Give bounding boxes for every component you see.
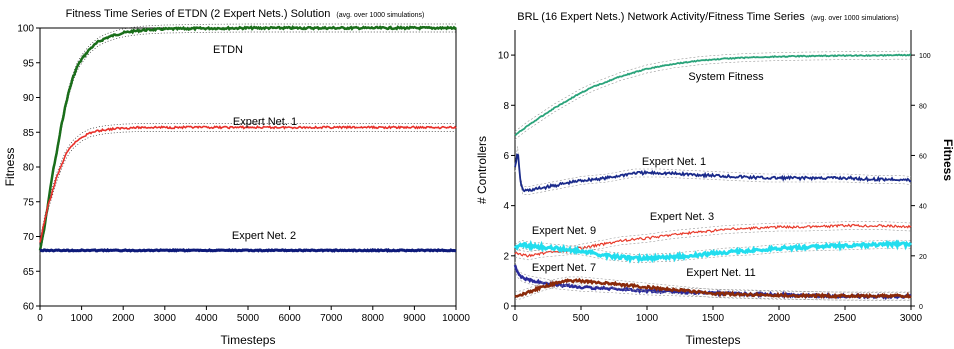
left-y-tick-label: 80 xyxy=(23,163,35,174)
left-x-tick-label: 5000 xyxy=(237,313,260,324)
right-label-expert-net-11: Expert Net. 11 xyxy=(686,267,756,279)
left-y-tick-label: 65 xyxy=(23,267,35,278)
right-y2-tick-label: 0 xyxy=(919,304,923,311)
left-x-axis-label: Timesteps xyxy=(221,333,276,347)
right-label-expert-net-9: Expert Net. 9 xyxy=(532,225,596,237)
right-x-tick-label: 3000 xyxy=(900,313,923,324)
right-y2-tick-label: 40 xyxy=(919,204,927,211)
left-y-tick-label: 70 xyxy=(23,232,35,243)
left-x-tick-label: 3000 xyxy=(154,313,177,324)
right-y2-tick-label: 20 xyxy=(919,254,927,261)
right-series-group xyxy=(513,50,913,301)
right-label-system-fitness: System Fitness xyxy=(688,71,764,83)
left-series-upper-bound xyxy=(39,23,456,247)
right-y-tick-label: 4 xyxy=(503,201,509,212)
left-label-expert-net-2: Expert Net. 2 xyxy=(232,230,296,242)
left-series-upper-bound xyxy=(39,123,456,240)
left-axis-ticks: 0 1000 2000 3000 4000 5000 6000 7000 8000 9000 100… xyxy=(17,24,470,325)
right-y-tick-label: 8 xyxy=(503,101,509,112)
right-label-expert-net-7: Expert Net. 7 xyxy=(532,262,596,274)
right-x-tick-label: 2500 xyxy=(834,313,857,324)
right-label-expert-net-1: Expert Net. 1 xyxy=(642,156,706,168)
right-chart-title-note: (avg. over 1000 simulations) xyxy=(811,15,899,22)
right-y2-tick-label: 60 xyxy=(919,153,927,160)
left-y-tick-label: 100 xyxy=(17,24,34,35)
right-series-line-2 xyxy=(514,153,912,193)
right-y2-axis-label: Fitness xyxy=(941,139,954,181)
right-series-upper-bound xyxy=(514,261,911,293)
left-x-tick-label: 0 xyxy=(37,313,43,324)
right-chart: BRL (16 Expert Nets.) Network Activity/F… xyxy=(475,11,954,347)
left-series-lower-bound xyxy=(39,31,456,255)
right-series-line-1 xyxy=(514,53,912,137)
left-series-line-2 xyxy=(39,125,457,243)
right-y-tick-label: 6 xyxy=(503,151,509,162)
right-chart-title-main: BRL (16 Expert Nets.) Network Activity/F… xyxy=(517,11,805,23)
left-chart-title: Fitness Time Series of ETDN (2 Expert Ne… xyxy=(66,8,425,20)
right-x-tick-label: 500 xyxy=(573,313,590,324)
right-x-tick-label: 2000 xyxy=(768,313,791,324)
right-x-axis-label: Timesteps xyxy=(686,333,741,347)
left-series-line-3 xyxy=(39,247,457,253)
left-x-tick-label: 2000 xyxy=(112,313,135,324)
left-x-tick-label: 6000 xyxy=(278,313,301,324)
left-y-tick-label: 90 xyxy=(23,93,35,104)
right-x-tick-label: 0 xyxy=(512,313,518,324)
left-chart-title-note: (avg. over 1000 simulations) xyxy=(336,12,424,19)
right-y-tick-label: 0 xyxy=(503,302,509,313)
right-series-lower-bound xyxy=(514,229,912,261)
right-axis-ticks: 0 500 1000 1500 2000 2500 30000246810020406080… xyxy=(498,51,931,324)
right-series-lower-bound xyxy=(514,154,912,195)
right-y-tick-label: 10 xyxy=(498,51,510,62)
right-series-line-4 xyxy=(513,239,913,264)
right-series-line-6 xyxy=(514,277,912,300)
right-y2-tick-label: 80 xyxy=(919,103,927,110)
left-series-group xyxy=(38,23,457,255)
left-x-tick-label: 10000 xyxy=(442,313,470,324)
left-y-tick-label: 95 xyxy=(23,58,35,69)
left-series-lower-bound xyxy=(39,131,456,248)
left-x-tick-label: 1000 xyxy=(70,313,93,324)
right-x-tick-label: 1500 xyxy=(702,313,725,324)
left-x-tick-label: 9000 xyxy=(403,313,426,324)
right-y2-tick-label: 100 xyxy=(919,53,931,60)
right-y-axis-label: # Controllers xyxy=(475,136,489,204)
left-plot-frame xyxy=(39,27,457,307)
left-label-etdn: ETDN xyxy=(213,44,243,56)
right-series-upper-bound xyxy=(514,276,911,293)
left-x-tick-label: 4000 xyxy=(195,313,218,324)
left-label-expert-net-1: Expert Net. 1 xyxy=(233,116,297,128)
right-series-upper-bound xyxy=(514,50,912,132)
left-series-line-1 xyxy=(38,25,457,251)
left-x-tick-label: 8000 xyxy=(362,313,385,324)
right-chart-title: BRL (16 Expert Nets.) Network Activity/F… xyxy=(517,11,899,23)
left-x-tick-label: 7000 xyxy=(320,313,343,324)
right-series-lower-bound xyxy=(514,284,911,301)
left-chart-title-main: Fitness Time Series of ETDN (2 Expert Ne… xyxy=(66,8,331,20)
right-series-line-3 xyxy=(514,223,912,258)
left-y-tick-label: 75 xyxy=(23,197,35,208)
right-x-tick-label: 1000 xyxy=(636,313,659,324)
left-chart: Fitness Time Series of ETDN (2 Expert Ne… xyxy=(3,8,470,347)
right-series-lower-bound xyxy=(514,269,911,301)
right-y-tick-label: 2 xyxy=(503,251,509,262)
left-y-tick-label: 60 xyxy=(23,302,35,313)
right-series-upper-bound xyxy=(514,146,912,187)
left-y-tick-label: 85 xyxy=(23,128,35,139)
right-label-expert-net-3: Expert Net. 3 xyxy=(650,211,714,223)
left-y-axis-label: Fitness xyxy=(3,148,17,187)
